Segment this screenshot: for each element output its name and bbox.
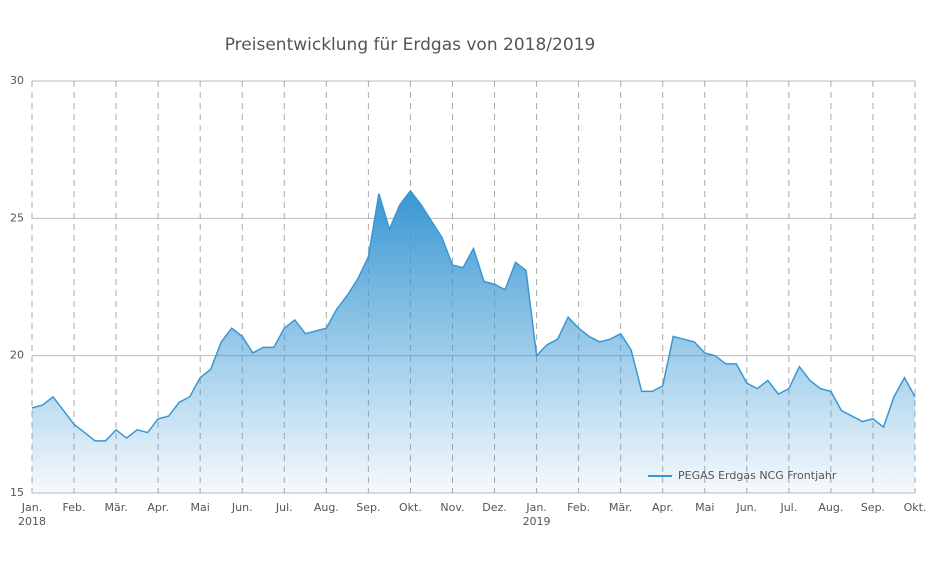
chart-title: Preisentwicklung für Erdgas von 2018/201… (225, 35, 596, 55)
y-tick-label: 20 (10, 349, 24, 362)
x-tick-label: Sep. (356, 501, 380, 514)
x-tick-label: Sep. (861, 501, 885, 514)
x-tick-label: Nov. (440, 501, 464, 514)
x-tick-label: Okt. (904, 501, 927, 514)
x-tick-label: Mai (695, 501, 714, 514)
legend-label: PEGAS Erdgas NCG Frontjahr (678, 469, 837, 482)
y-tick-label: 15 (10, 486, 24, 499)
x-tick-label: Apr. (147, 501, 169, 514)
x-tick-label: Mai (191, 501, 210, 514)
x-tick-label: Jul. (779, 501, 797, 514)
y-tick-label: 25 (10, 211, 24, 224)
x-tick-label: Jun. (231, 501, 253, 514)
year-label: 2019 (523, 515, 551, 528)
area-fill (32, 190, 915, 493)
x-tick-label: Jan. (525, 501, 546, 514)
x-tick-label: Feb. (567, 501, 590, 514)
x-tick-label: Jul. (275, 501, 293, 514)
x-tick-label: Aug. (818, 501, 843, 514)
x-tick-label: Apr. (652, 501, 674, 514)
x-tick-label: Mär. (104, 501, 127, 514)
x-tick-label: Jan. (21, 501, 42, 514)
x-tick-label: Dez. (482, 501, 507, 514)
x-tick-label: Okt. (399, 501, 422, 514)
year-label: 2018 (18, 515, 46, 528)
x-tick-label: Feb. (63, 501, 86, 514)
x-tick-label: Mär. (609, 501, 632, 514)
y-tick-label: 30 (10, 74, 24, 87)
line (31, 189, 916, 442)
x-tick-label: Aug. (314, 501, 339, 514)
x-tick-label: Jun. (735, 501, 757, 514)
